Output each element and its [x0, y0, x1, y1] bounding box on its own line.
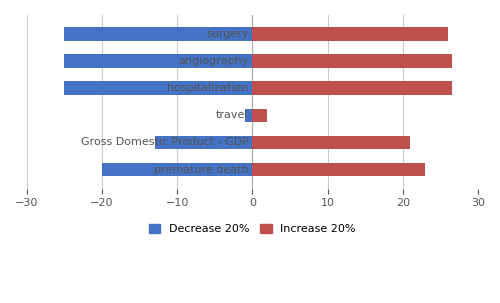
Bar	[154, 136, 252, 149]
Legend: Decrease 20%, Increase 20%: Decrease 20%, Increase 20%	[144, 220, 360, 238]
Bar	[64, 82, 252, 95]
Text: travel: travel	[216, 110, 248, 120]
Text: angiography: angiography	[178, 56, 248, 66]
Text: Gross Domestic Product - GDP: Gross Domestic Product - GDP	[80, 138, 248, 148]
Bar	[252, 108, 268, 122]
Bar	[252, 136, 410, 149]
Bar	[252, 163, 426, 176]
Bar	[252, 82, 452, 95]
Bar	[252, 54, 452, 68]
Bar	[64, 27, 252, 41]
Bar	[245, 108, 252, 122]
Bar	[102, 163, 253, 176]
Bar	[64, 54, 252, 68]
Text: hospitalization: hospitalization	[167, 83, 248, 93]
Text: surgery: surgery	[206, 29, 248, 39]
Bar	[252, 27, 448, 41]
Text: premature death: premature death	[154, 165, 248, 175]
